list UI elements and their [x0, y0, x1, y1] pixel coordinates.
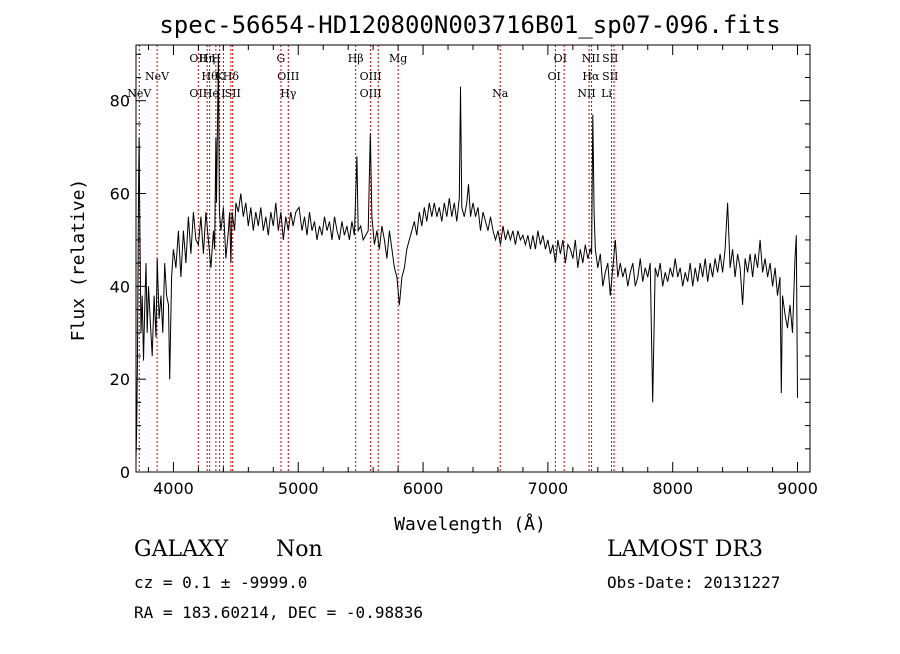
- y-axis-label: Flux (relative): [68, 179, 89, 342]
- marker-label: OI: [547, 70, 560, 83]
- marker-label: OIII: [360, 70, 382, 83]
- marker-label: NeV: [127, 87, 152, 100]
- coordinates-line: RA = 183.60214, DEC = -0.98836: [134, 603, 423, 622]
- marker-label: Hθ: [202, 70, 219, 83]
- marker-label: NeV: [145, 70, 170, 83]
- spectrum-series: [135, 54, 798, 459]
- marker-label: Li: [601, 87, 612, 100]
- marker-label: I: [221, 87, 225, 100]
- y-tick-label: 20: [110, 370, 130, 389]
- marker-label: SII: [602, 70, 618, 83]
- plot-frame: [135, 44, 811, 473]
- marker-label: NII: [582, 52, 600, 65]
- marker-label: G: [277, 52, 286, 65]
- axis-ticks: 4000 5000 6000 7000 8000 9000 0 20 40 60 80: [110, 45, 818, 498]
- chart-title: spec-56654-HD120800N003716B01_sp07-096.f…: [159, 11, 780, 39]
- x-tick-label: 7000: [528, 479, 569, 498]
- y-tick-label: 40: [110, 277, 130, 296]
- obs-date-line: Obs-Date: 20131227: [607, 573, 781, 592]
- marker-label: OIII: [360, 87, 382, 100]
- marker-label: OIII: [277, 70, 299, 83]
- marker-label: SII: [225, 87, 241, 100]
- object-subclass: Non: [276, 537, 323, 562]
- survey-name: LAMOST DR3: [607, 537, 763, 562]
- emission-line-labels: NeVNeVOIIOIIHηHθHeHKIHδSIIGOIIIHγHβOIIIO…: [127, 52, 618, 100]
- y-tick-label: 80: [110, 92, 130, 111]
- x-tick-label: 9000: [777, 479, 818, 498]
- x-tick-label: 5000: [278, 479, 319, 498]
- x-axis-label: Wavelength (Å): [394, 513, 546, 535]
- marker-label: Hγ: [280, 87, 297, 100]
- marker-label: NII: [577, 87, 595, 100]
- spectrum-line: [135, 54, 798, 459]
- marker-label: H: [211, 52, 221, 65]
- marker-label: Mg: [389, 52, 407, 65]
- object-class: GALAXY: [134, 537, 229, 562]
- marker-label: K: [216, 70, 225, 83]
- marker-label: OII: [189, 87, 207, 100]
- marker-label: OII: [189, 52, 207, 65]
- marker-label: He: [203, 87, 219, 100]
- marker-label: SII: [602, 52, 618, 65]
- redshift-line: cz = 0.1 ± -9999.0: [134, 573, 308, 592]
- marker-label: Hδ: [223, 70, 240, 83]
- marker-label: Hα: [582, 70, 600, 83]
- x-tick-label: 6000: [403, 479, 444, 498]
- x-tick-label: 4000: [153, 479, 194, 498]
- marker-label: Hβ: [348, 52, 364, 65]
- marker-label: Hη: [199, 52, 215, 65]
- x-tick-label: 8000: [652, 479, 693, 498]
- y-tick-label: 0: [120, 463, 130, 482]
- marker-label: Na: [492, 87, 509, 100]
- marker-label: OI: [554, 52, 567, 65]
- y-tick-label: 60: [110, 185, 130, 204]
